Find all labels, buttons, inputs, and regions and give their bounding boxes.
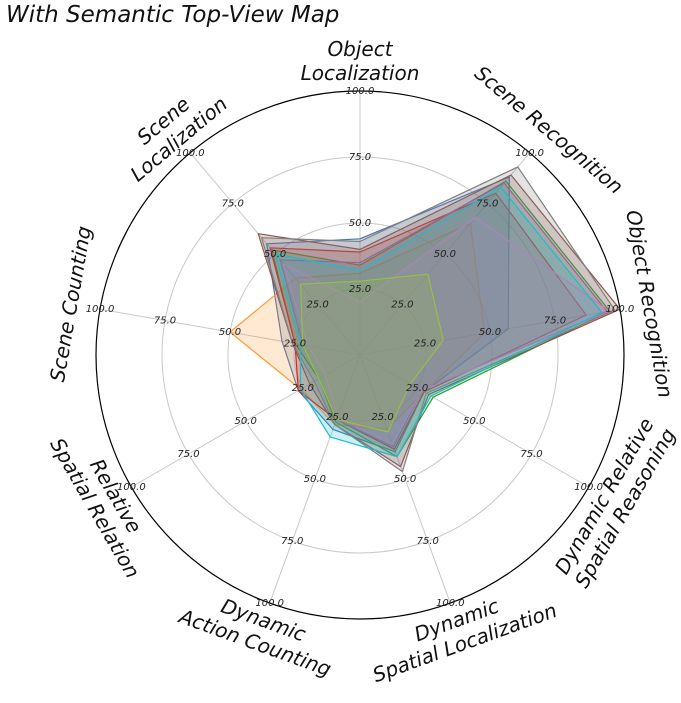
series-0-area [266,176,510,453]
series-4-area [279,182,608,448]
series-9-area [274,186,603,458]
r-tick-label-2-1: 50.0 [479,327,501,338]
r-tick-label-0-0: 25.0 [349,284,371,295]
r-tick-label-5-1: 50.0 [304,474,326,485]
r-tick-label-6-0: 25.0 [292,383,314,394]
grid-spoke-1 [359,152,531,356]
series-8-area [300,273,444,433]
grid-spoke-5 [269,354,361,604]
r-tick-label-6-1: 50.0 [235,416,257,427]
r-tick-label-4-2: 75.0 [417,536,439,547]
grid-spoke-3 [359,354,589,488]
r-tick-label-3-1: 50.0 [463,416,485,427]
r-tick-label-1-0: 25.0 [391,299,413,310]
r-tick-label-4-0: 25.0 [371,412,393,423]
r-tick-label-6-2: 75.0 [177,449,199,460]
r-tick-label-8-2: 75.0 [222,198,244,209]
r-tick-label-3-0: 25.0 [406,383,428,394]
r-tick-label-2-3: 100.0 [606,304,635,315]
series-6-area [283,216,611,445]
r-tick-label-1-3: 100.0 [515,148,544,159]
grid-spoke-4 [359,354,451,604]
axis-label-0-line-1: Localization [301,61,420,85]
grid-spoke-2 [359,308,621,356]
r-tick-label-6-3: 100.0 [117,482,146,493]
r-tick-label-2-2: 75.0 [544,316,566,327]
r-tick-label-3-2: 75.0 [520,449,542,460]
r-tick-label-5-0: 25.0 [326,412,348,423]
r-tick-label-7-0: 25.0 [284,339,306,350]
r-tick-label-4-3: 100.0 [436,598,465,609]
r-tick-label-0-3: 100.0 [346,86,375,97]
r-tick-label-0-1: 50.0 [349,218,371,229]
r-tick-label-1-2: 75.0 [476,198,498,209]
r-tick-label-1-1: 50.0 [434,249,456,260]
r-tick-label-8-3: 100.0 [176,148,205,159]
r-tick-label-7-2: 75.0 [154,316,176,327]
r-tick-label-8-1: 50.0 [264,249,286,260]
r-tick-label-2-0: 25.0 [414,339,436,350]
r-tick-label-7-1: 50.0 [219,327,241,338]
axis-label-0-line-0: Object [327,37,393,61]
r-tick-label-4-1: 50.0 [394,474,416,485]
r-tick-label-0-2: 75.0 [349,152,371,163]
r-tick-label-8-0: 25.0 [306,299,328,310]
outer-circle [95,90,625,620]
r-tick-label-5-2: 75.0 [281,536,303,547]
r-tick-label-7-3: 100.0 [86,304,115,315]
r-tick-label-3-3: 100.0 [574,482,603,493]
r-tick-label-5-3: 100.0 [255,598,284,609]
series-3-area [269,192,587,450]
chart-title: With Semantic Top-View Map [6,2,340,28]
grid-spoke-6 [131,354,361,488]
